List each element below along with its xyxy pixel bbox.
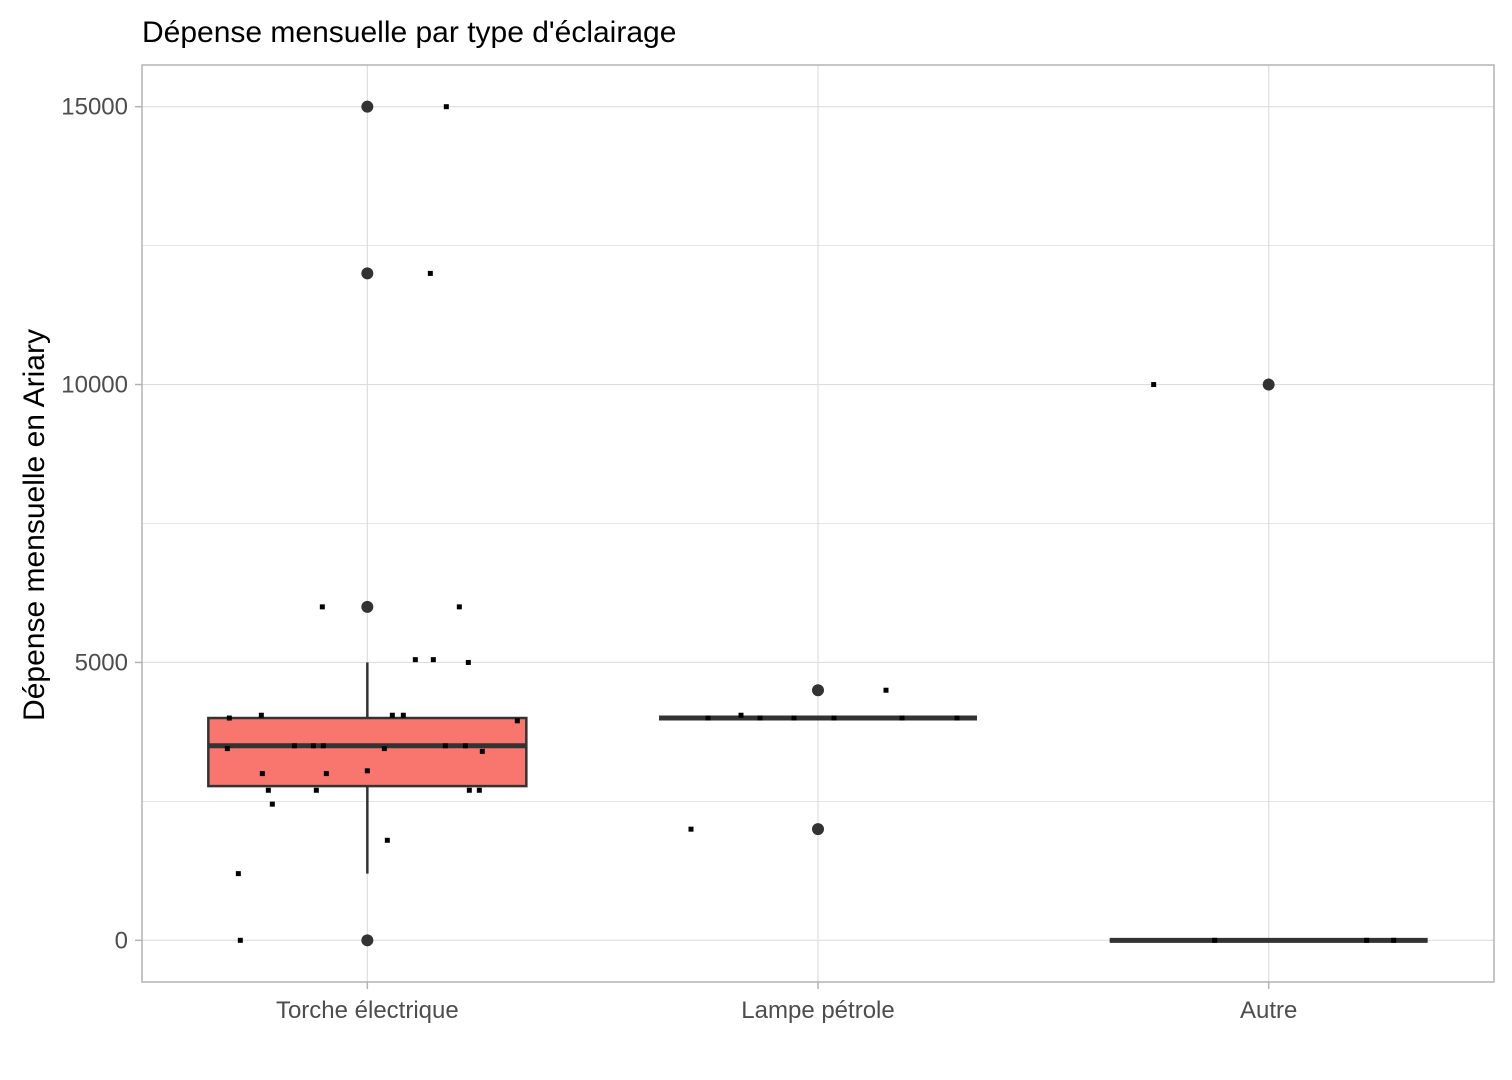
jitter-point: [831, 715, 837, 721]
x-tick-label: Torche électrique: [276, 997, 459, 1024]
jitter-point: [1151, 382, 1157, 388]
jitter-point: [1364, 937, 1370, 943]
jitter-point: [791, 715, 797, 721]
box-1: [207, 662, 528, 874]
jitter-point: [258, 712, 264, 718]
jitter-point: [323, 771, 329, 777]
jitter-point: [259, 771, 265, 777]
outlier-point: [812, 684, 824, 697]
jitter-point: [738, 712, 744, 718]
box-iqr: [207, 716, 528, 788]
jitter-point: [319, 604, 325, 610]
jitter-point: [757, 715, 763, 721]
jitter-point: [265, 787, 271, 793]
jitter-point: [269, 801, 275, 807]
jitter-point: [954, 715, 960, 721]
grid: [142, 65, 1494, 982]
jitter-point: [291, 743, 297, 749]
jitter-point: [1212, 937, 1218, 943]
chart-title: Dépense mensuelle par type d'éclairage: [142, 16, 676, 49]
x-tick-label: Autre: [1240, 997, 1297, 1024]
jitter-point: [389, 712, 395, 718]
jitter-point: [688, 826, 694, 832]
jitter-point: [442, 743, 448, 749]
jitter-point: [320, 743, 326, 749]
jitter-point: [883, 687, 889, 693]
jitter-point: [226, 715, 232, 721]
jitter-point: [466, 787, 472, 793]
outlier-point: [361, 100, 374, 113]
jitter-point: [443, 104, 449, 110]
jitter-point: [462, 743, 468, 749]
y-tick-label: 5000: [75, 649, 128, 676]
jitter-point: [514, 718, 520, 724]
jitter-point: [412, 657, 418, 663]
jitter-point: [1391, 937, 1397, 943]
jitter-point: [465, 659, 471, 665]
outlier-point: [361, 600, 374, 613]
y-tick-label: 10000: [61, 372, 128, 399]
outlier-point: [1262, 378, 1275, 391]
outlier-point: [812, 823, 824, 836]
jitter-point: [224, 746, 230, 752]
y-tick-label: 15000: [61, 94, 128, 121]
jitter-point: [430, 657, 436, 663]
jitter-point: [479, 748, 485, 754]
outlier-point: [361, 267, 374, 280]
jitter-point: [364, 768, 370, 774]
jitter-point: [476, 787, 482, 793]
outliers: [361, 100, 1275, 947]
jitter-point: [899, 715, 905, 721]
jitter-point: [456, 604, 462, 610]
jitter-point: [400, 712, 406, 718]
jitter-point: [427, 270, 433, 276]
jitter-point: [313, 787, 319, 793]
jitter-point: [384, 837, 390, 843]
y-axis-label: Dépense mensuelle en Ariary: [18, 329, 51, 721]
jitter-point: [237, 937, 243, 943]
jitter-points: [224, 104, 1397, 943]
jitter-point: [310, 743, 316, 749]
jitter-point: [705, 715, 711, 721]
y-tick-label: 0: [115, 927, 128, 954]
axes: 0 5000 10000 15000 Torche électrique Lampe pé…: [61, 94, 1297, 1024]
outlier-point: [361, 934, 374, 947]
jitter-point: [381, 746, 387, 752]
jitter-point: [235, 871, 241, 877]
x-tick-label: Lampe pétrole: [741, 997, 894, 1024]
